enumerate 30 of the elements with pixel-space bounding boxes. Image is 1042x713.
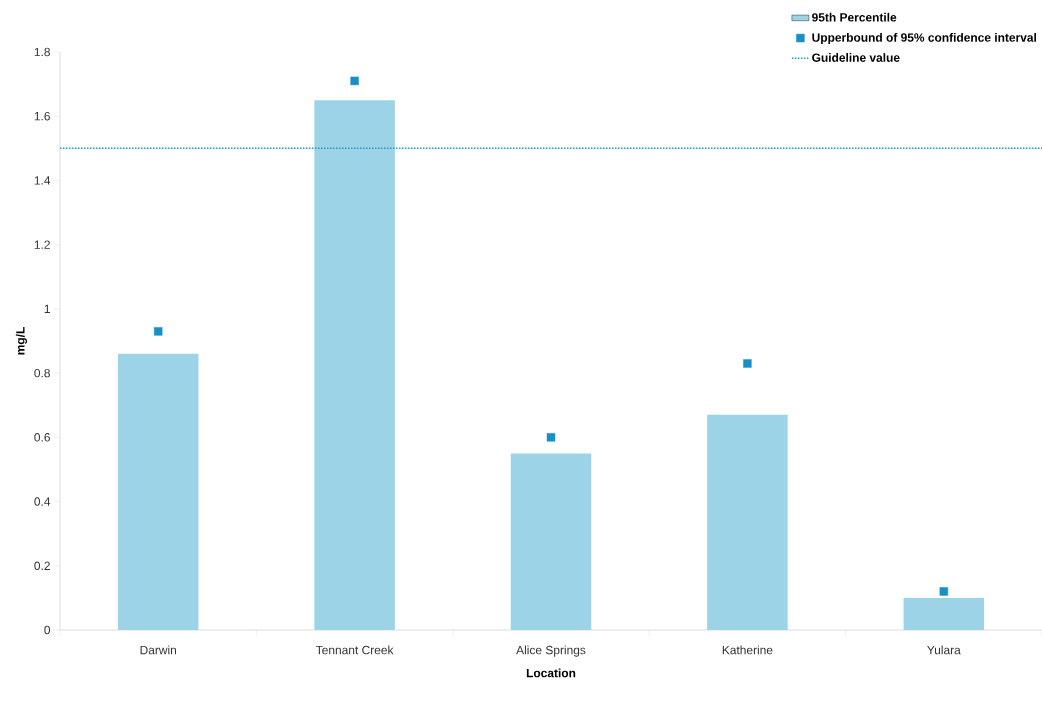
y-tick-label: 1.8 — [34, 47, 50, 57]
x-tick-label: Alice Springs — [516, 645, 586, 657]
y-tick-label: 1 — [44, 304, 50, 313]
x-tick-label: Yulara — [927, 645, 961, 655]
y-tick-label: 1.2 — [34, 240, 50, 249]
legend-label: Guideline value — [812, 53, 900, 62]
point — [154, 327, 163, 336]
y-tick-label: 0.2 — [34, 561, 50, 570]
y-axis-title: mg/L — [15, 327, 28, 355]
point — [743, 359, 752, 368]
point — [939, 587, 949, 596]
x-tick-label: Katherine — [722, 645, 773, 655]
y-tick-label: 1.6 — [34, 111, 50, 121]
x-tick-label: Tennant Creek — [315, 645, 394, 655]
y-tick-label: 0.6 — [34, 433, 50, 442]
y-tick-label: 0.8 — [34, 368, 50, 378]
y-tick-label: 0.4 — [34, 497, 51, 506]
bar — [117, 353, 199, 630]
point — [546, 433, 556, 442]
bar — [314, 100, 395, 630]
x-tick-label: Darwin — [140, 645, 177, 655]
bar — [510, 453, 592, 630]
point — [350, 76, 359, 86]
y-tick-label: 1.4 — [34, 176, 51, 185]
bar — [707, 414, 788, 630]
y-tick-label: 0 — [44, 625, 51, 635]
bar — [903, 597, 985, 630]
legend-label: Upperbound of 95% confidence interval — [812, 32, 1036, 45]
legend-label: 95th Percentile — [812, 12, 897, 22]
x-axis-title: Location — [526, 668, 576, 678]
